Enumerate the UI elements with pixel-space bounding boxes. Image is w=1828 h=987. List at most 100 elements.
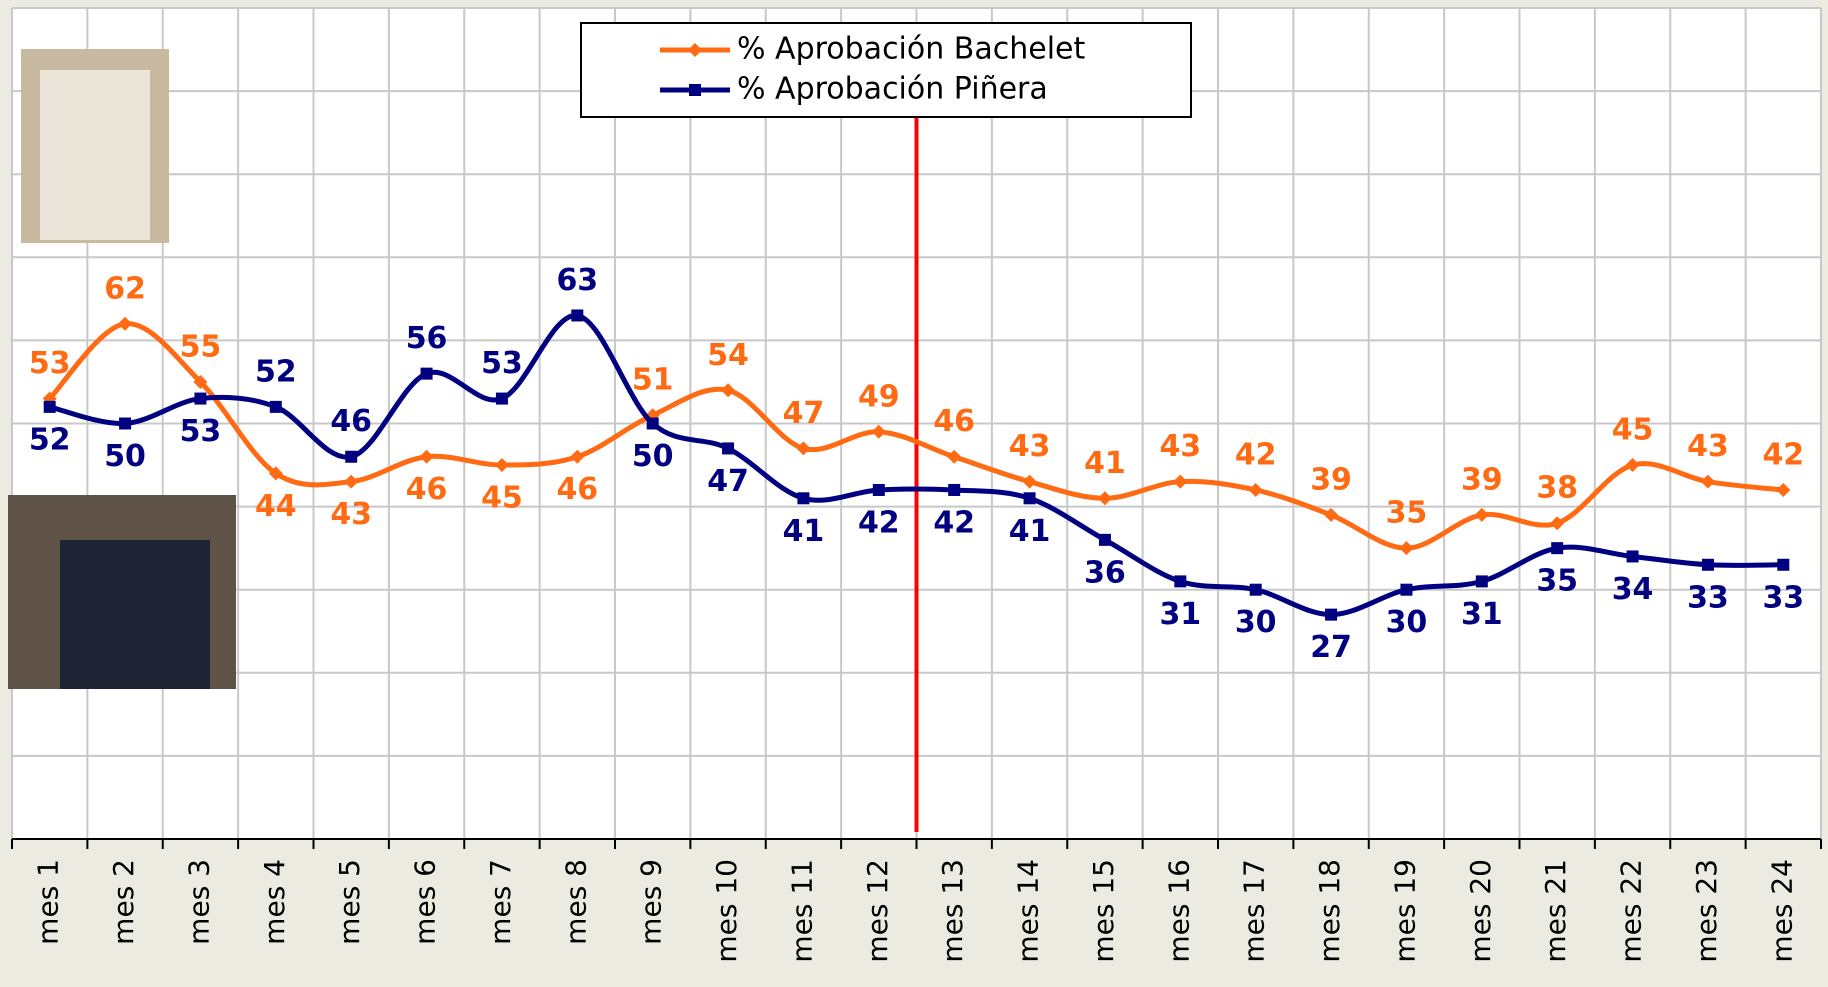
x-tick-label: mes 9 <box>635 859 668 945</box>
x-tick-label: mes 7 <box>484 859 517 945</box>
data-label: 46 <box>933 404 975 439</box>
data-label: 43 <box>330 497 372 532</box>
data-label: 53 <box>180 414 222 449</box>
x-tick-label: mes 22 <box>1615 859 1648 963</box>
data-label: 42 <box>1235 437 1277 472</box>
data-label: 51 <box>632 363 674 398</box>
x-tick-label: mes 23 <box>1690 859 1723 963</box>
data-label: 46 <box>406 472 448 507</box>
marker <box>43 400 56 413</box>
marker <box>1325 608 1338 621</box>
x-tick-label: mes 10 <box>710 859 743 963</box>
x-tick-label: mes 11 <box>785 859 818 963</box>
x-tick-label: mes 14 <box>1012 859 1045 963</box>
marker <box>1249 583 1262 596</box>
data-label: 30 <box>1386 605 1428 640</box>
data-label: 38 <box>1536 471 1578 506</box>
x-tick-label: mes 1 <box>32 859 65 945</box>
data-label: 63 <box>556 263 598 298</box>
x-tick-label: mes 2 <box>107 859 140 945</box>
marker <box>1475 575 1488 588</box>
data-label: 55 <box>180 329 222 364</box>
x-tick-label: mes 21 <box>1539 859 1572 963</box>
marker <box>722 442 735 455</box>
marker <box>419 449 434 464</box>
data-label: 27 <box>1310 630 1352 665</box>
marker <box>646 417 659 430</box>
x-tick-label: mes 13 <box>936 859 969 963</box>
marker <box>1097 491 1112 506</box>
marker <box>1625 458 1640 473</box>
x-tick-label: mes 24 <box>1765 859 1798 963</box>
marker <box>1248 482 1263 497</box>
data-label: 42 <box>1762 437 1804 472</box>
data-label: 35 <box>1386 496 1428 531</box>
marker <box>1551 542 1564 555</box>
marker <box>688 43 702 57</box>
marker <box>495 392 508 405</box>
data-label: 46 <box>330 404 372 439</box>
x-tick-label: mes 8 <box>559 859 592 945</box>
data-label: 31 <box>1159 597 1201 632</box>
data-label: 33 <box>1687 580 1729 615</box>
data-label: 30 <box>1235 605 1277 640</box>
legend-label: % Aprobación Piñera <box>737 72 1048 107</box>
marker <box>1700 474 1715 489</box>
data-label: 43 <box>1009 429 1051 464</box>
data-label: 42 <box>858 505 900 540</box>
data-label: 50 <box>104 439 146 474</box>
marker <box>1324 507 1339 522</box>
photo-figure <box>40 70 150 240</box>
data-label: 39 <box>1461 462 1503 497</box>
data-label: 52 <box>29 422 71 457</box>
x-tick-label: mes 3 <box>182 859 215 945</box>
legend <box>580 22 1192 118</box>
data-label: 33 <box>1762 580 1804 615</box>
data-label: 36 <box>1084 555 1126 590</box>
marker <box>1701 558 1714 571</box>
data-label: 35 <box>1536 564 1578 599</box>
marker <box>689 84 701 96</box>
data-label: 34 <box>1612 572 1654 607</box>
marker <box>571 309 584 322</box>
marker <box>1626 550 1639 563</box>
data-label: 50 <box>632 439 674 474</box>
data-label: 41 <box>1084 446 1126 481</box>
legend-entries: % Aprobación Bachelet % Aprobación Piñera <box>660 32 1086 107</box>
data-label: 47 <box>783 396 825 431</box>
series-line <box>47 321 1784 551</box>
marker <box>268 466 283 481</box>
data-label: 47 <box>707 464 749 499</box>
marker <box>796 441 811 456</box>
marker <box>1550 516 1565 531</box>
marker <box>1174 575 1187 588</box>
data-label: 44 <box>255 489 297 524</box>
marker <box>948 483 961 496</box>
marker <box>947 449 962 464</box>
x-tick-label: mes 20 <box>1464 859 1497 963</box>
marker <box>721 383 736 398</box>
data-label: 53 <box>481 346 523 381</box>
marker <box>1173 474 1188 489</box>
marker <box>494 458 509 473</box>
legend-label: % Aprobación Bachelet <box>737 32 1086 67</box>
data-label: 31 <box>1461 597 1503 632</box>
data-label: 46 <box>556 472 598 507</box>
marker <box>872 483 885 496</box>
marker <box>1776 482 1791 497</box>
data-label: 41 <box>783 514 825 549</box>
x-tick-label: mes 4 <box>258 859 291 945</box>
x-tick-label: mes 15 <box>1087 859 1120 963</box>
marker <box>193 374 208 389</box>
marker <box>1098 533 1111 546</box>
data-label: 43 <box>1159 429 1201 464</box>
data-label: 52 <box>255 354 297 389</box>
data-label: 43 <box>1687 429 1729 464</box>
data-label: 53 <box>29 346 71 381</box>
marker <box>345 450 358 463</box>
marker <box>1474 507 1489 522</box>
data-label: 42 <box>933 505 975 540</box>
x-tick-label: mes 18 <box>1313 859 1346 963</box>
data-label: 56 <box>406 321 448 356</box>
marker <box>1023 492 1036 505</box>
